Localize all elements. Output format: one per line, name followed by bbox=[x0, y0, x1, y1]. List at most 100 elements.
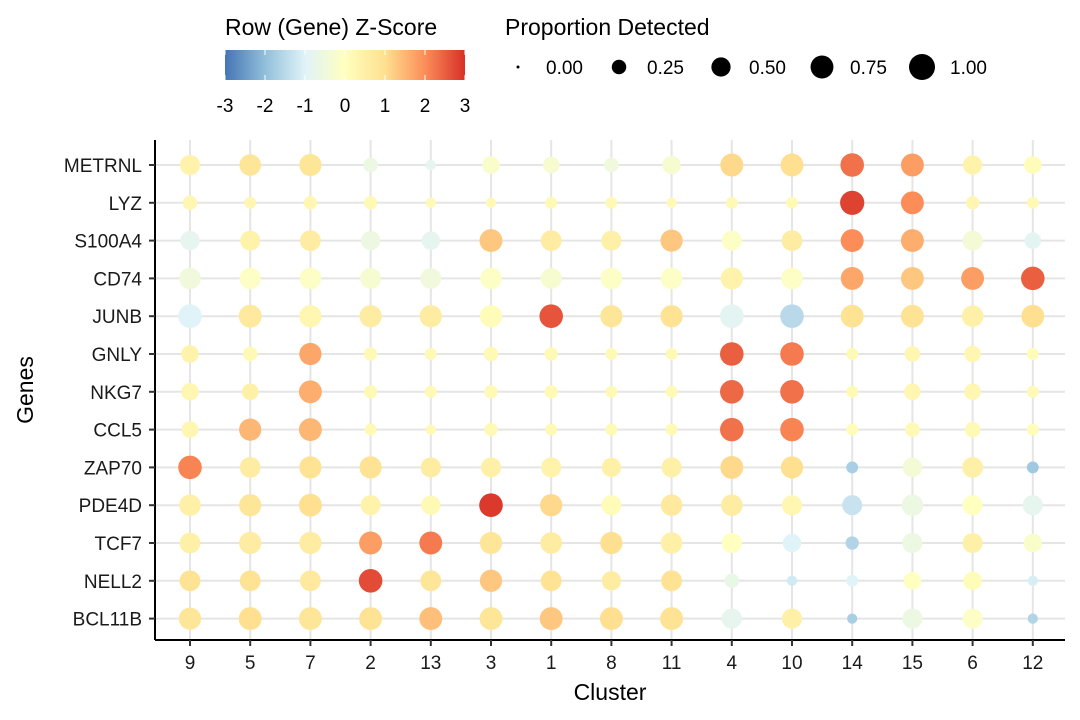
x-tick-label: 4 bbox=[727, 653, 738, 674]
dot-METRNL-cluster-13 bbox=[425, 159, 436, 171]
color-legend-label: -1 bbox=[297, 96, 314, 117]
dot-PDE4D-cluster-2 bbox=[360, 495, 381, 516]
dot-CCL5-cluster-15 bbox=[905, 422, 920, 437]
dot-BCL11B-cluster-13 bbox=[419, 607, 443, 631]
dot-METRNL-cluster-14 bbox=[840, 153, 864, 177]
dot-NKG7-cluster-2 bbox=[363, 385, 378, 399]
dot-JUNB-cluster-3 bbox=[479, 305, 503, 328]
dot-S100A4-cluster-13 bbox=[421, 231, 441, 250]
size-legend-dot bbox=[810, 55, 834, 79]
dot-NKG7-cluster-13 bbox=[424, 385, 437, 398]
dot-CD74-cluster-2 bbox=[360, 267, 382, 289]
dot-NKG7-cluster-12 bbox=[1026, 385, 1039, 398]
dot-CCL5-cluster-14 bbox=[846, 423, 859, 436]
dot-NELL2-cluster-13 bbox=[420, 570, 442, 592]
dot-S100A4-cluster-6 bbox=[962, 230, 983, 251]
dot-CCL5-cluster-8 bbox=[605, 423, 618, 436]
dot-NKG7-cluster-1 bbox=[544, 385, 558, 399]
dot-NKG7-cluster-7 bbox=[298, 380, 322, 404]
color-legend-label: 2 bbox=[420, 96, 431, 117]
dot-BCL11B-cluster-12 bbox=[1027, 613, 1038, 624]
dot-GNLY-cluster-8 bbox=[605, 348, 618, 360]
color-legend-label: -3 bbox=[217, 96, 234, 117]
dot-NKG7-cluster-9 bbox=[181, 383, 199, 401]
dot-JUNB-cluster-8 bbox=[600, 305, 623, 328]
dot-S100A4-cluster-14 bbox=[840, 229, 864, 253]
y-tick-label: ZAP70 bbox=[84, 458, 142, 479]
dot-CCL5-cluster-4 bbox=[720, 417, 744, 442]
dot-BCL11B-cluster-9 bbox=[178, 607, 202, 630]
y-tick-label: BCL11B bbox=[73, 610, 142, 631]
dot-ZAP70-cluster-2 bbox=[359, 456, 382, 479]
dot-NKG7-cluster-3 bbox=[484, 385, 498, 399]
dot-JUNB-cluster-12 bbox=[1021, 304, 1045, 328]
dot-LYZ-cluster-9 bbox=[182, 195, 198, 211]
dot-CD74-cluster-10 bbox=[781, 267, 803, 290]
dot-NELL2-cluster-15 bbox=[903, 572, 922, 590]
dot-NELL2-cluster-4 bbox=[724, 573, 740, 589]
dot-TCF7-cluster-3 bbox=[479, 531, 503, 555]
x-tick-label: 15 bbox=[902, 653, 923, 674]
dot-S100A4-cluster-8 bbox=[601, 230, 622, 251]
dot-METRNL-cluster-7 bbox=[299, 153, 322, 177]
x-tick-labels: 9 5 7 2 13 3 1 8 11 4 10 14 15 6 12 bbox=[185, 640, 1043, 674]
x-tick-label: 2 bbox=[365, 653, 376, 674]
dot-PDE4D-cluster-9 bbox=[179, 494, 201, 516]
x-tick-label: 11 bbox=[662, 653, 682, 674]
dot-S100A4-cluster-5 bbox=[240, 230, 261, 251]
dot-CCL5-cluster-13 bbox=[425, 424, 436, 435]
dot-GNLY-cluster-2 bbox=[363, 347, 378, 361]
dot-TCF7-cluster-8 bbox=[600, 531, 623, 555]
dot-GNLY-cluster-15 bbox=[904, 346, 921, 362]
dot-NELL2-cluster-1 bbox=[540, 570, 562, 592]
dot-JUNB-cluster-14 bbox=[840, 304, 864, 328]
dot-NKG7-cluster-6 bbox=[964, 383, 981, 401]
dot-TCF7-cluster-5 bbox=[239, 531, 262, 555]
y-tick-label: TCF7 bbox=[95, 534, 143, 555]
dot-NELL2-cluster-6 bbox=[963, 571, 982, 591]
color-legend-label: 0 bbox=[340, 96, 351, 117]
dot-TCF7-cluster-9 bbox=[179, 532, 201, 554]
dot-BCL11B-cluster-4 bbox=[721, 608, 742, 629]
dot-JUNB-cluster-1 bbox=[539, 304, 563, 328]
dot-LYZ-cluster-3 bbox=[485, 197, 497, 208]
color-legend-ticks: -3 -2 -1 0 1 2 3 bbox=[217, 50, 470, 117]
dot-NELL2-cluster-11 bbox=[661, 570, 683, 592]
dot-S100A4-cluster-15 bbox=[900, 229, 924, 253]
dot-METRNL-cluster-12 bbox=[1024, 156, 1042, 174]
dot-S100A4-cluster-9 bbox=[180, 230, 200, 251]
dot-NKG7-cluster-15 bbox=[904, 383, 921, 401]
dot-ZAP70-cluster-11 bbox=[661, 457, 682, 478]
dot-ZAP70-cluster-9 bbox=[178, 455, 202, 480]
dot-JUNB-cluster-11 bbox=[660, 305, 683, 328]
dot-PDE4D-cluster-12 bbox=[1022, 495, 1043, 516]
dot-LYZ-cluster-8 bbox=[605, 196, 618, 209]
dot-GNLY-cluster-12 bbox=[1026, 348, 1039, 360]
dot-TCF7-cluster-15 bbox=[902, 532, 923, 554]
y-tick-label: METRNL bbox=[64, 156, 142, 177]
dot-METRNL-cluster-15 bbox=[900, 153, 924, 177]
dot-TCF7-cluster-1 bbox=[540, 532, 562, 554]
dot-JUNB-cluster-13 bbox=[419, 305, 442, 328]
dot-BCL11B-cluster-15 bbox=[902, 608, 923, 629]
dot-CD74-cluster-5 bbox=[239, 267, 261, 290]
dot-CCL5-cluster-1 bbox=[545, 423, 558, 436]
dot-CD74-cluster-3 bbox=[480, 267, 502, 290]
dot-NKG7-cluster-4 bbox=[720, 380, 744, 404]
dot-CD74-cluster-8 bbox=[600, 267, 623, 290]
dot-CCL5-cluster-5 bbox=[239, 418, 262, 441]
x-tick-label: 7 bbox=[305, 653, 316, 674]
dot-PDE4D-cluster-6 bbox=[962, 495, 983, 516]
y-tick-labels: METRNL LYZ S100A4 CD74 JUNB GNLY NKG7 CCL5 ZAP70… bbox=[64, 156, 155, 631]
dot-ZAP70-cluster-1 bbox=[541, 457, 562, 478]
dot-JUNB-cluster-4 bbox=[720, 304, 744, 328]
x-tick-label: 5 bbox=[245, 653, 256, 674]
dot-ZAP70-cluster-4 bbox=[720, 455, 744, 479]
x-tick-label: 8 bbox=[606, 653, 617, 674]
dot-PDE4D-cluster-11 bbox=[660, 494, 683, 516]
dot-LYZ-cluster-14 bbox=[840, 190, 865, 215]
dot-ZAP70-cluster-6 bbox=[962, 456, 984, 478]
dot-BCL11B-cluster-2 bbox=[359, 607, 383, 631]
dot-CCL5-cluster-6 bbox=[964, 421, 981, 438]
